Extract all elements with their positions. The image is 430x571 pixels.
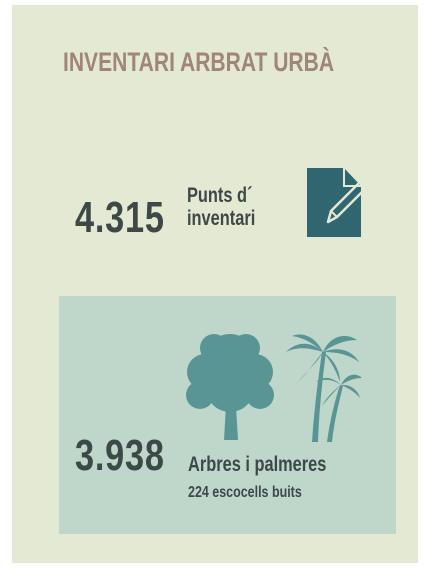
title: INVENTARI ARBRAT URBÀ [63, 47, 335, 77]
stat-label: inventari [187, 207, 256, 230]
stat-number: 4.315 [75, 193, 165, 242]
stat-sublabel: 224 escocells buits [188, 484, 302, 501]
stat-label: Punts d´ [187, 184, 253, 207]
tree-icon [186, 334, 274, 440]
palm-icon [286, 334, 362, 442]
stat-number: 3.938 [75, 431, 165, 480]
document-icon [307, 168, 368, 237]
stat-label: Arbres i palmeres [188, 453, 327, 476]
